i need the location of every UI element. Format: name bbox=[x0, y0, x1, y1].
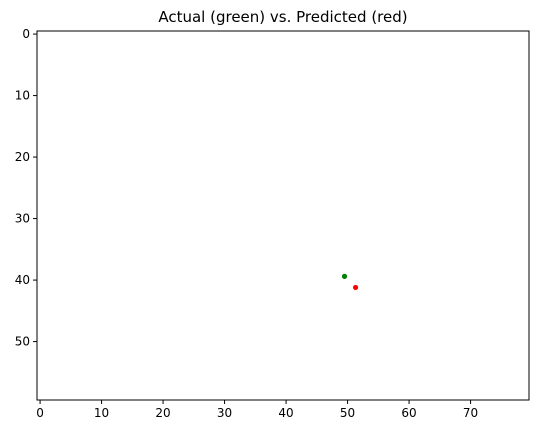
y-tick-label: 20 bbox=[15, 150, 30, 164]
chart-title: Actual (green) vs. Predicted (red) bbox=[158, 8, 407, 26]
x-tick-label: 50 bbox=[340, 406, 355, 420]
axis-ticks: 0 10 20 30 40 50 60 70 0 10 20 30 40 50 bbox=[15, 27, 478, 420]
x-tick-label: 70 bbox=[463, 406, 478, 420]
x-tick-label: 60 bbox=[401, 406, 416, 420]
actual-point bbox=[341, 273, 348, 279]
y-tick-label: 0 bbox=[22, 27, 30, 41]
nose bbox=[304, 225, 329, 280]
y-tick-label: 30 bbox=[15, 212, 30, 226]
jacket bbox=[77, 310, 483, 400]
predicted-point bbox=[352, 284, 359, 291]
face-image bbox=[37, 31, 529, 400]
cheek-highlight bbox=[230, 212, 280, 274]
chin bbox=[287, 286, 359, 330]
y-tick-label: 10 bbox=[15, 89, 30, 103]
x-tick-label: 10 bbox=[94, 406, 109, 420]
right-jaw-shadow bbox=[353, 237, 379, 298]
scatter-points bbox=[341, 273, 359, 291]
x-tick-label: 20 bbox=[155, 406, 170, 420]
x-tick-label: 30 bbox=[217, 406, 232, 420]
y-tick-label: 40 bbox=[15, 273, 30, 287]
y-tick-label: 50 bbox=[15, 335, 30, 349]
axes-frame bbox=[36, 30, 530, 401]
left-eye bbox=[243, 212, 274, 225]
right-brow bbox=[310, 207, 348, 218]
x-tick-label: 0 bbox=[36, 406, 44, 420]
x-tick-label: 40 bbox=[278, 406, 293, 420]
left-brow bbox=[233, 201, 278, 212]
